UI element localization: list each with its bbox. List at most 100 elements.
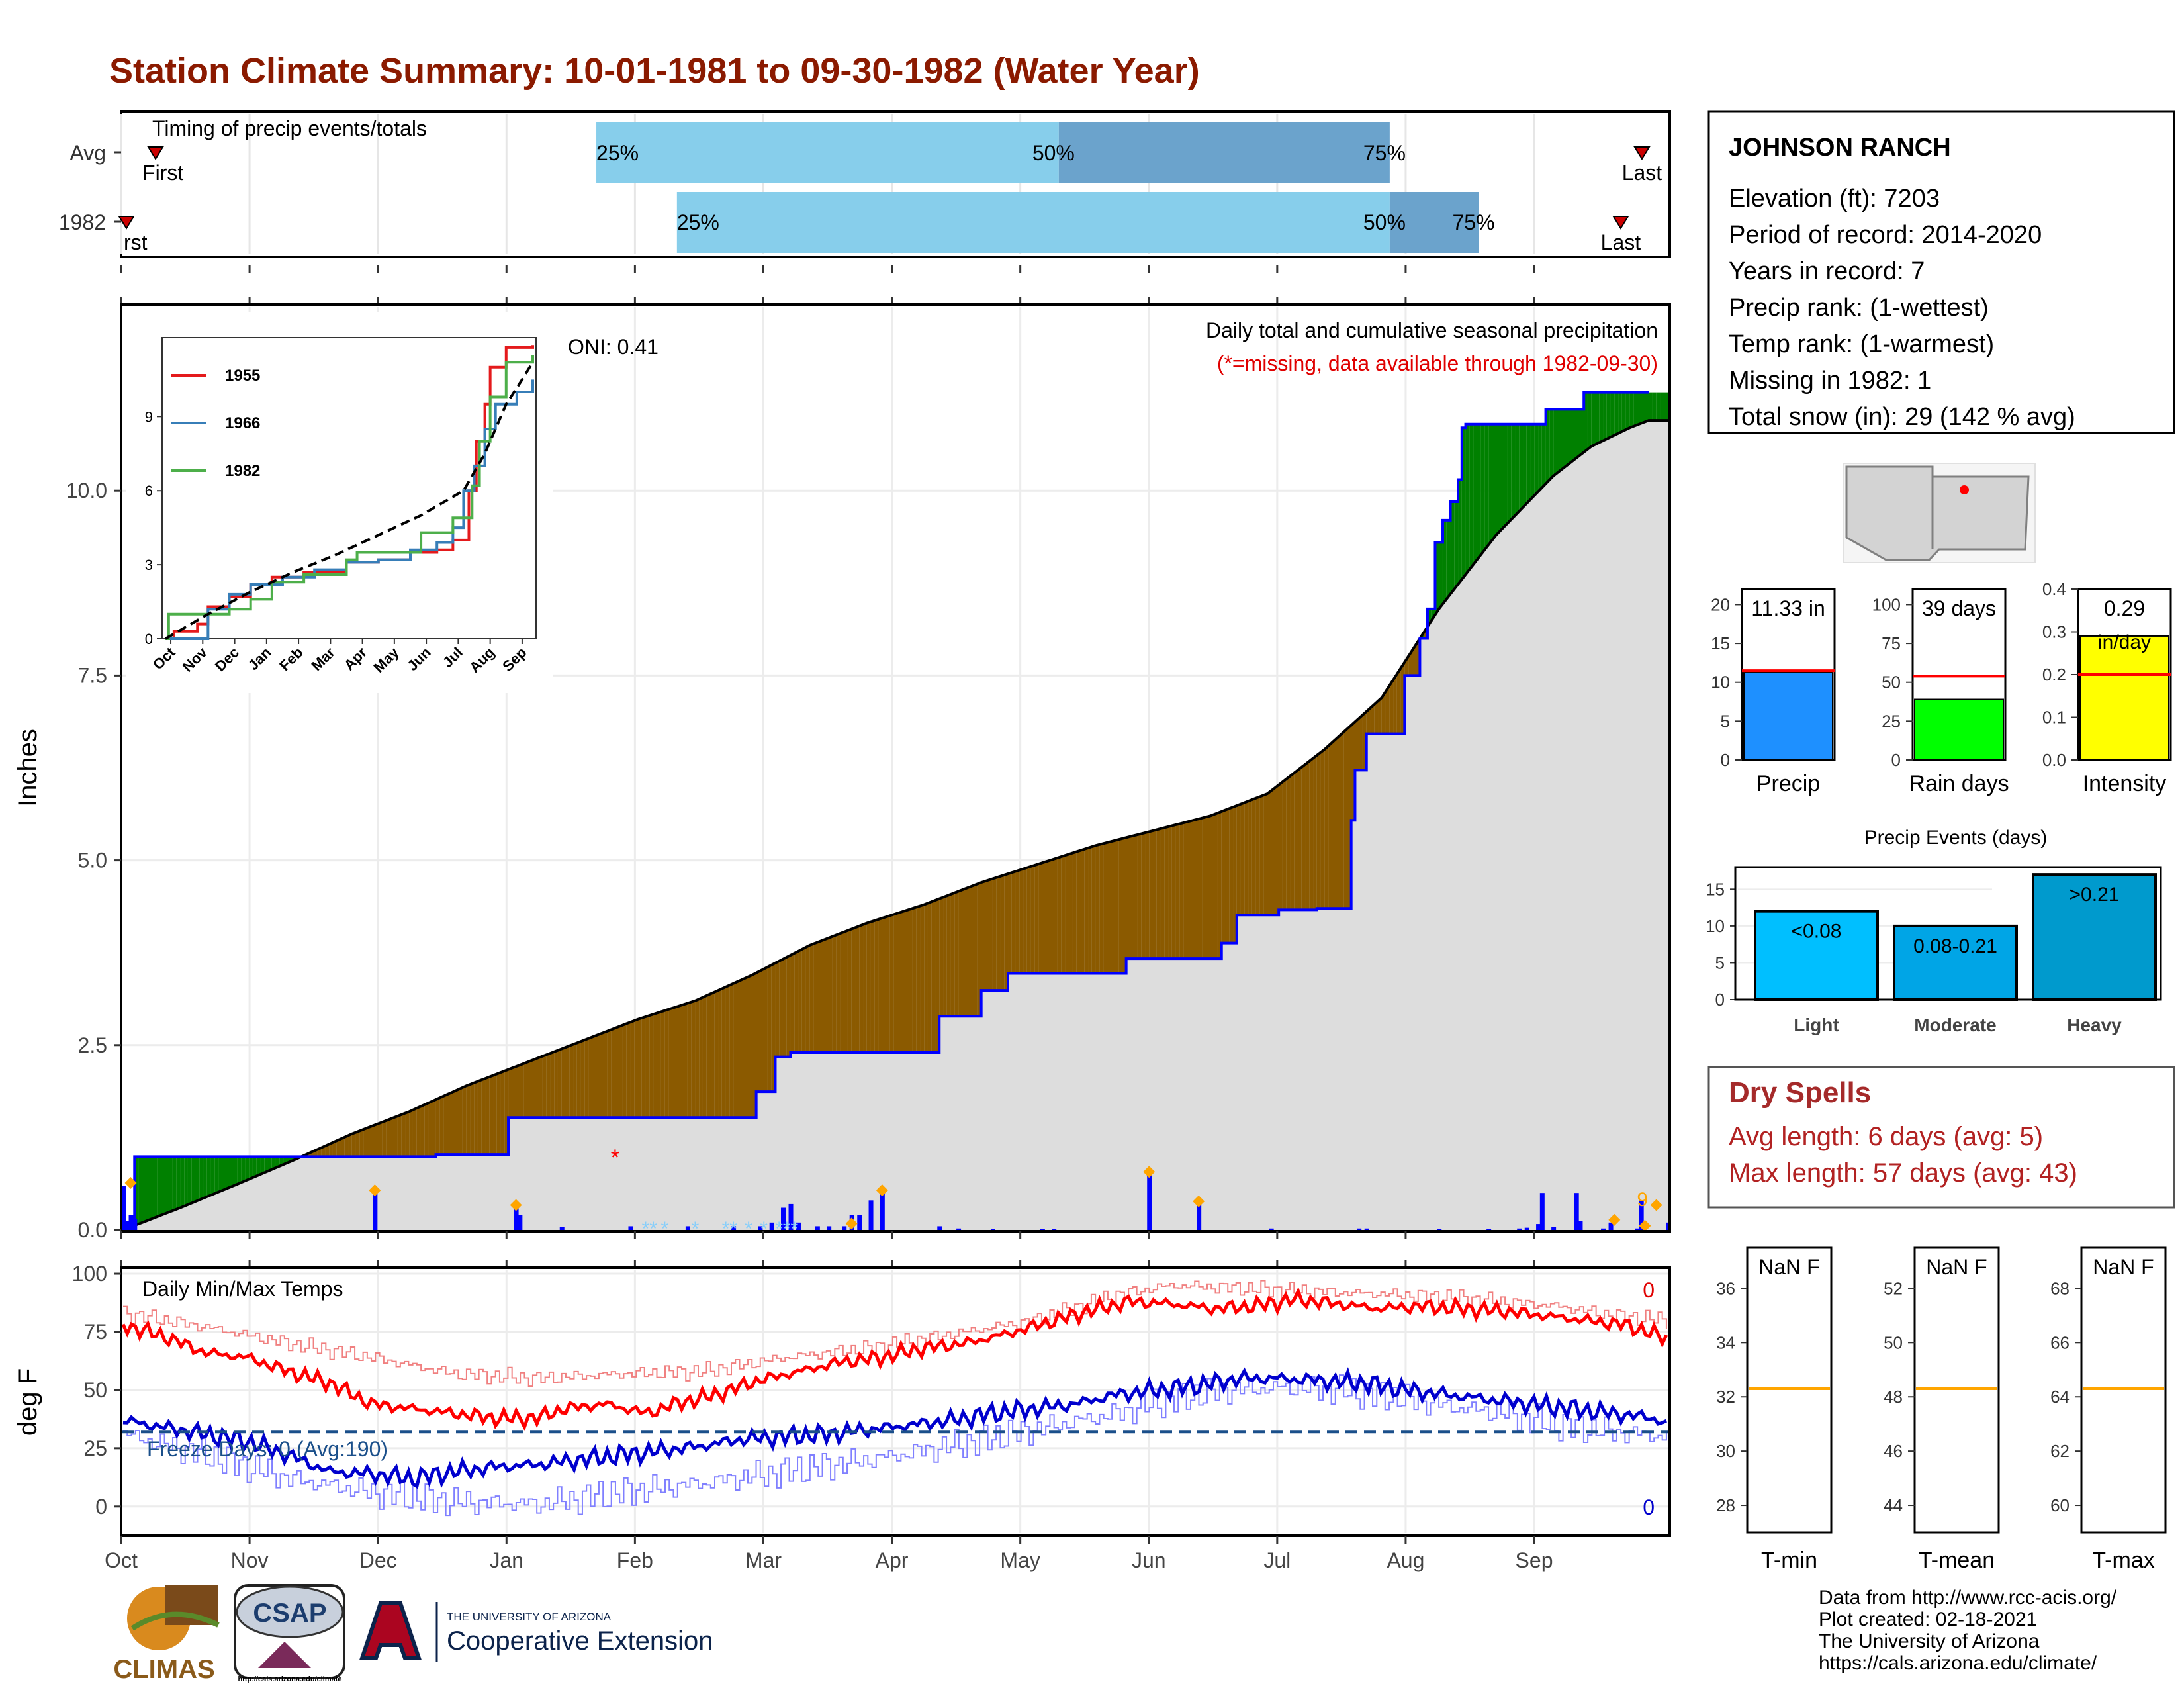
temp-summary-value: NaN F: [1926, 1255, 1987, 1279]
dry-spells-avg: Avg length: 6 days (avg: 5): [1729, 1122, 2043, 1151]
daily-precip-bar: [990, 1229, 995, 1230]
dry-spells-frame: [1707, 1066, 2175, 1209]
inset-ytick-label: 9: [145, 408, 153, 425]
above-avg-area: [1660, 392, 1664, 421]
daily-precip-bar: [758, 1226, 763, 1230]
below-avg-area: [1019, 868, 1024, 974]
above-avg-area: [1492, 424, 1496, 540]
below-avg-area: [531, 1059, 535, 1118]
daily-precip-bar: [956, 1228, 962, 1230]
daily-precip-bar: [1486, 1229, 1492, 1230]
above-avg-area: [252, 1156, 257, 1178]
snow-day-marker: *: [775, 1218, 783, 1240]
temp-title: Daily Min/Max Temps: [142, 1277, 343, 1301]
above-avg-area: [230, 1156, 234, 1188]
below-avg-area: [493, 1074, 497, 1155]
below-avg-area: [1164, 826, 1169, 959]
snow-day-marker: *: [760, 1218, 768, 1240]
observed-cumulative-line: [123, 391, 1649, 1224]
temp-ytick-label: 75: [83, 1320, 107, 1344]
below-avg-area: [992, 877, 997, 991]
below-avg-area: [832, 935, 837, 1053]
timing-p50-label: 50%: [1032, 141, 1075, 165]
above-avg-area: [1603, 392, 1607, 441]
summary-ytick-label: 50: [1882, 673, 1901, 692]
precip-ylabel: Inches: [13, 729, 42, 807]
max-temp-line: [121, 1287, 1668, 1431]
below-avg-area: [1328, 742, 1332, 909]
below-avg-area: [355, 1131, 360, 1157]
inset-ytick-label: 3: [145, 557, 153, 573]
above-avg-area: [267, 1156, 272, 1172]
below-avg-area: [909, 908, 913, 1053]
below-avg-area: [1034, 864, 1039, 974]
below-avg-area: [1206, 816, 1210, 959]
below-avg-area: [340, 1137, 345, 1157]
precip-count: 9: [1637, 1189, 1648, 1211]
below-avg-area: [1011, 871, 1016, 974]
above-avg-area: [1576, 409, 1580, 459]
above-avg-area: [214, 1156, 219, 1194]
above-avg-area: [199, 1156, 204, 1200]
above-avg-area: [154, 1156, 158, 1219]
above-avg-area: [1469, 424, 1474, 570]
above-avg-area: [176, 1156, 181, 1209]
below-avg-area: [664, 1009, 669, 1118]
below-avg-area: [893, 913, 897, 1053]
below-avg-area: [1042, 861, 1046, 974]
below-avg-area: [801, 947, 806, 1053]
below-avg-area: [1290, 773, 1295, 910]
above-avg-area: [264, 1156, 268, 1173]
daily-precip-bar: [788, 1203, 794, 1230]
above-avg-area: [1541, 424, 1546, 488]
below-avg-area: [1340, 732, 1344, 909]
above-avg-area: [1645, 392, 1649, 422]
below-avg-area: [996, 876, 1001, 991]
below-avg-area: [1080, 849, 1085, 974]
daily-precip-bar: [1524, 1227, 1529, 1230]
daily-precip-bar: [1551, 1227, 1557, 1230]
temp-summary-ytick-label: 32: [1716, 1387, 1735, 1407]
below-avg-area: [1076, 850, 1081, 974]
csap-mountain: [258, 1642, 311, 1668]
min-temp-line: [122, 1367, 1667, 1489]
above-avg-area: [1656, 392, 1661, 421]
below-avg-area: [1004, 874, 1009, 991]
daily-precip-bar: [868, 1200, 874, 1230]
above-avg-area: [1480, 424, 1485, 555]
below-avg-area: [477, 1080, 482, 1155]
csap-logo: CSAP http://cals.arizona.edu/climate: [234, 1584, 345, 1683]
daily-precip-bar: [1536, 1224, 1541, 1230]
daily-precip-bar: [1639, 1200, 1644, 1230]
above-avg-area: [1465, 424, 1470, 575]
precip-ytick-label: 10.0: [66, 479, 107, 502]
below-avg-area: [1202, 817, 1206, 959]
daily-precip-bar: [124, 1222, 130, 1230]
below-avg-area: [710, 992, 715, 1118]
daily-precip-bar: [1052, 1229, 1057, 1230]
summary-value-unit: in/day: [2098, 632, 2151, 653]
summary-axis-label: Intensity: [2083, 771, 2167, 796]
below-avg-area: [725, 985, 730, 1118]
events-category-label: Moderate: [1914, 1015, 1996, 1035]
temp-lines: [121, 1280, 1668, 1517]
first-marker: [118, 216, 135, 230]
summary-ytick-label: 25: [1882, 711, 1901, 731]
above-avg-area: [203, 1156, 207, 1199]
above-avg-area: [1553, 409, 1557, 476]
above-avg-area: [249, 1156, 253, 1180]
below-avg-area: [1095, 844, 1100, 974]
month-axis: Oct Nov Dec Jan Feb Mar Apr May Jun Jul Aug Sep: [105, 1536, 1553, 1572]
below-avg-area: [611, 1028, 615, 1118]
inset-avg-line: [164, 361, 534, 640]
events-bar-moderate: [1893, 924, 2018, 1002]
below-avg-area: [699, 997, 703, 1118]
below-avg-area: [1385, 686, 1390, 734]
below-avg-area: [592, 1035, 596, 1118]
temp-summary-ytick-label: 48: [1884, 1387, 1903, 1407]
precip-ytick-label: 2.5: [78, 1033, 107, 1057]
timing-bar-q2: [1058, 122, 1390, 183]
below-avg-area: [542, 1055, 547, 1118]
temp-summary-panels: NaN F 28 30 32 34 36 T-min NaN F 44 46 48 50 52 T-mea…: [1716, 1246, 2167, 1573]
below-avg-area: [741, 978, 745, 1118]
